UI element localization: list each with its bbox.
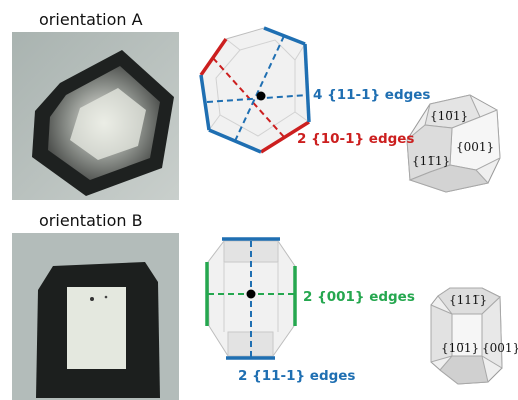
blue-edge-left [199, 74, 211, 131]
edge-label-b-green: 2 {001} edges [303, 289, 415, 305]
blue-edge-top [263, 26, 306, 46]
crystal-diagram-b [205, 237, 297, 360]
orientation-a-heading: orientation A [39, 10, 143, 29]
edge-label-a-red: 2 {10-1} edges [297, 131, 414, 147]
red-edge-left [199, 38, 228, 76]
facet-label-a-top: {10̅1} [430, 109, 468, 123]
crystal-diagram-a [199, 26, 311, 154]
edge-label-b-blue: 2 {11-1} edges [238, 368, 355, 384]
orientation-b-heading: orientation B [39, 211, 143, 230]
facet-label-b-top: {111̅} [449, 293, 487, 307]
crystal-3d-b [430, 287, 503, 385]
red-edge-right [260, 120, 310, 154]
facet-label-b-center: {10̅1} [441, 341, 479, 355]
center-dot-a [256, 91, 266, 101]
facet-label-a-center: {001} [456, 140, 494, 154]
edge-label-a-blue: 4 {11-1} edges [313, 87, 430, 103]
facet-label-b-right: {001} [482, 341, 518, 355]
micrograph-orientation-b [12, 233, 179, 400]
blue-edge-right [303, 43, 311, 123]
center-dot-b [246, 289, 256, 299]
crystal-3d-a [406, 94, 501, 193]
facet-label-a-left: {11̅1} [412, 154, 450, 168]
micrograph-orientation-a [12, 32, 179, 200]
